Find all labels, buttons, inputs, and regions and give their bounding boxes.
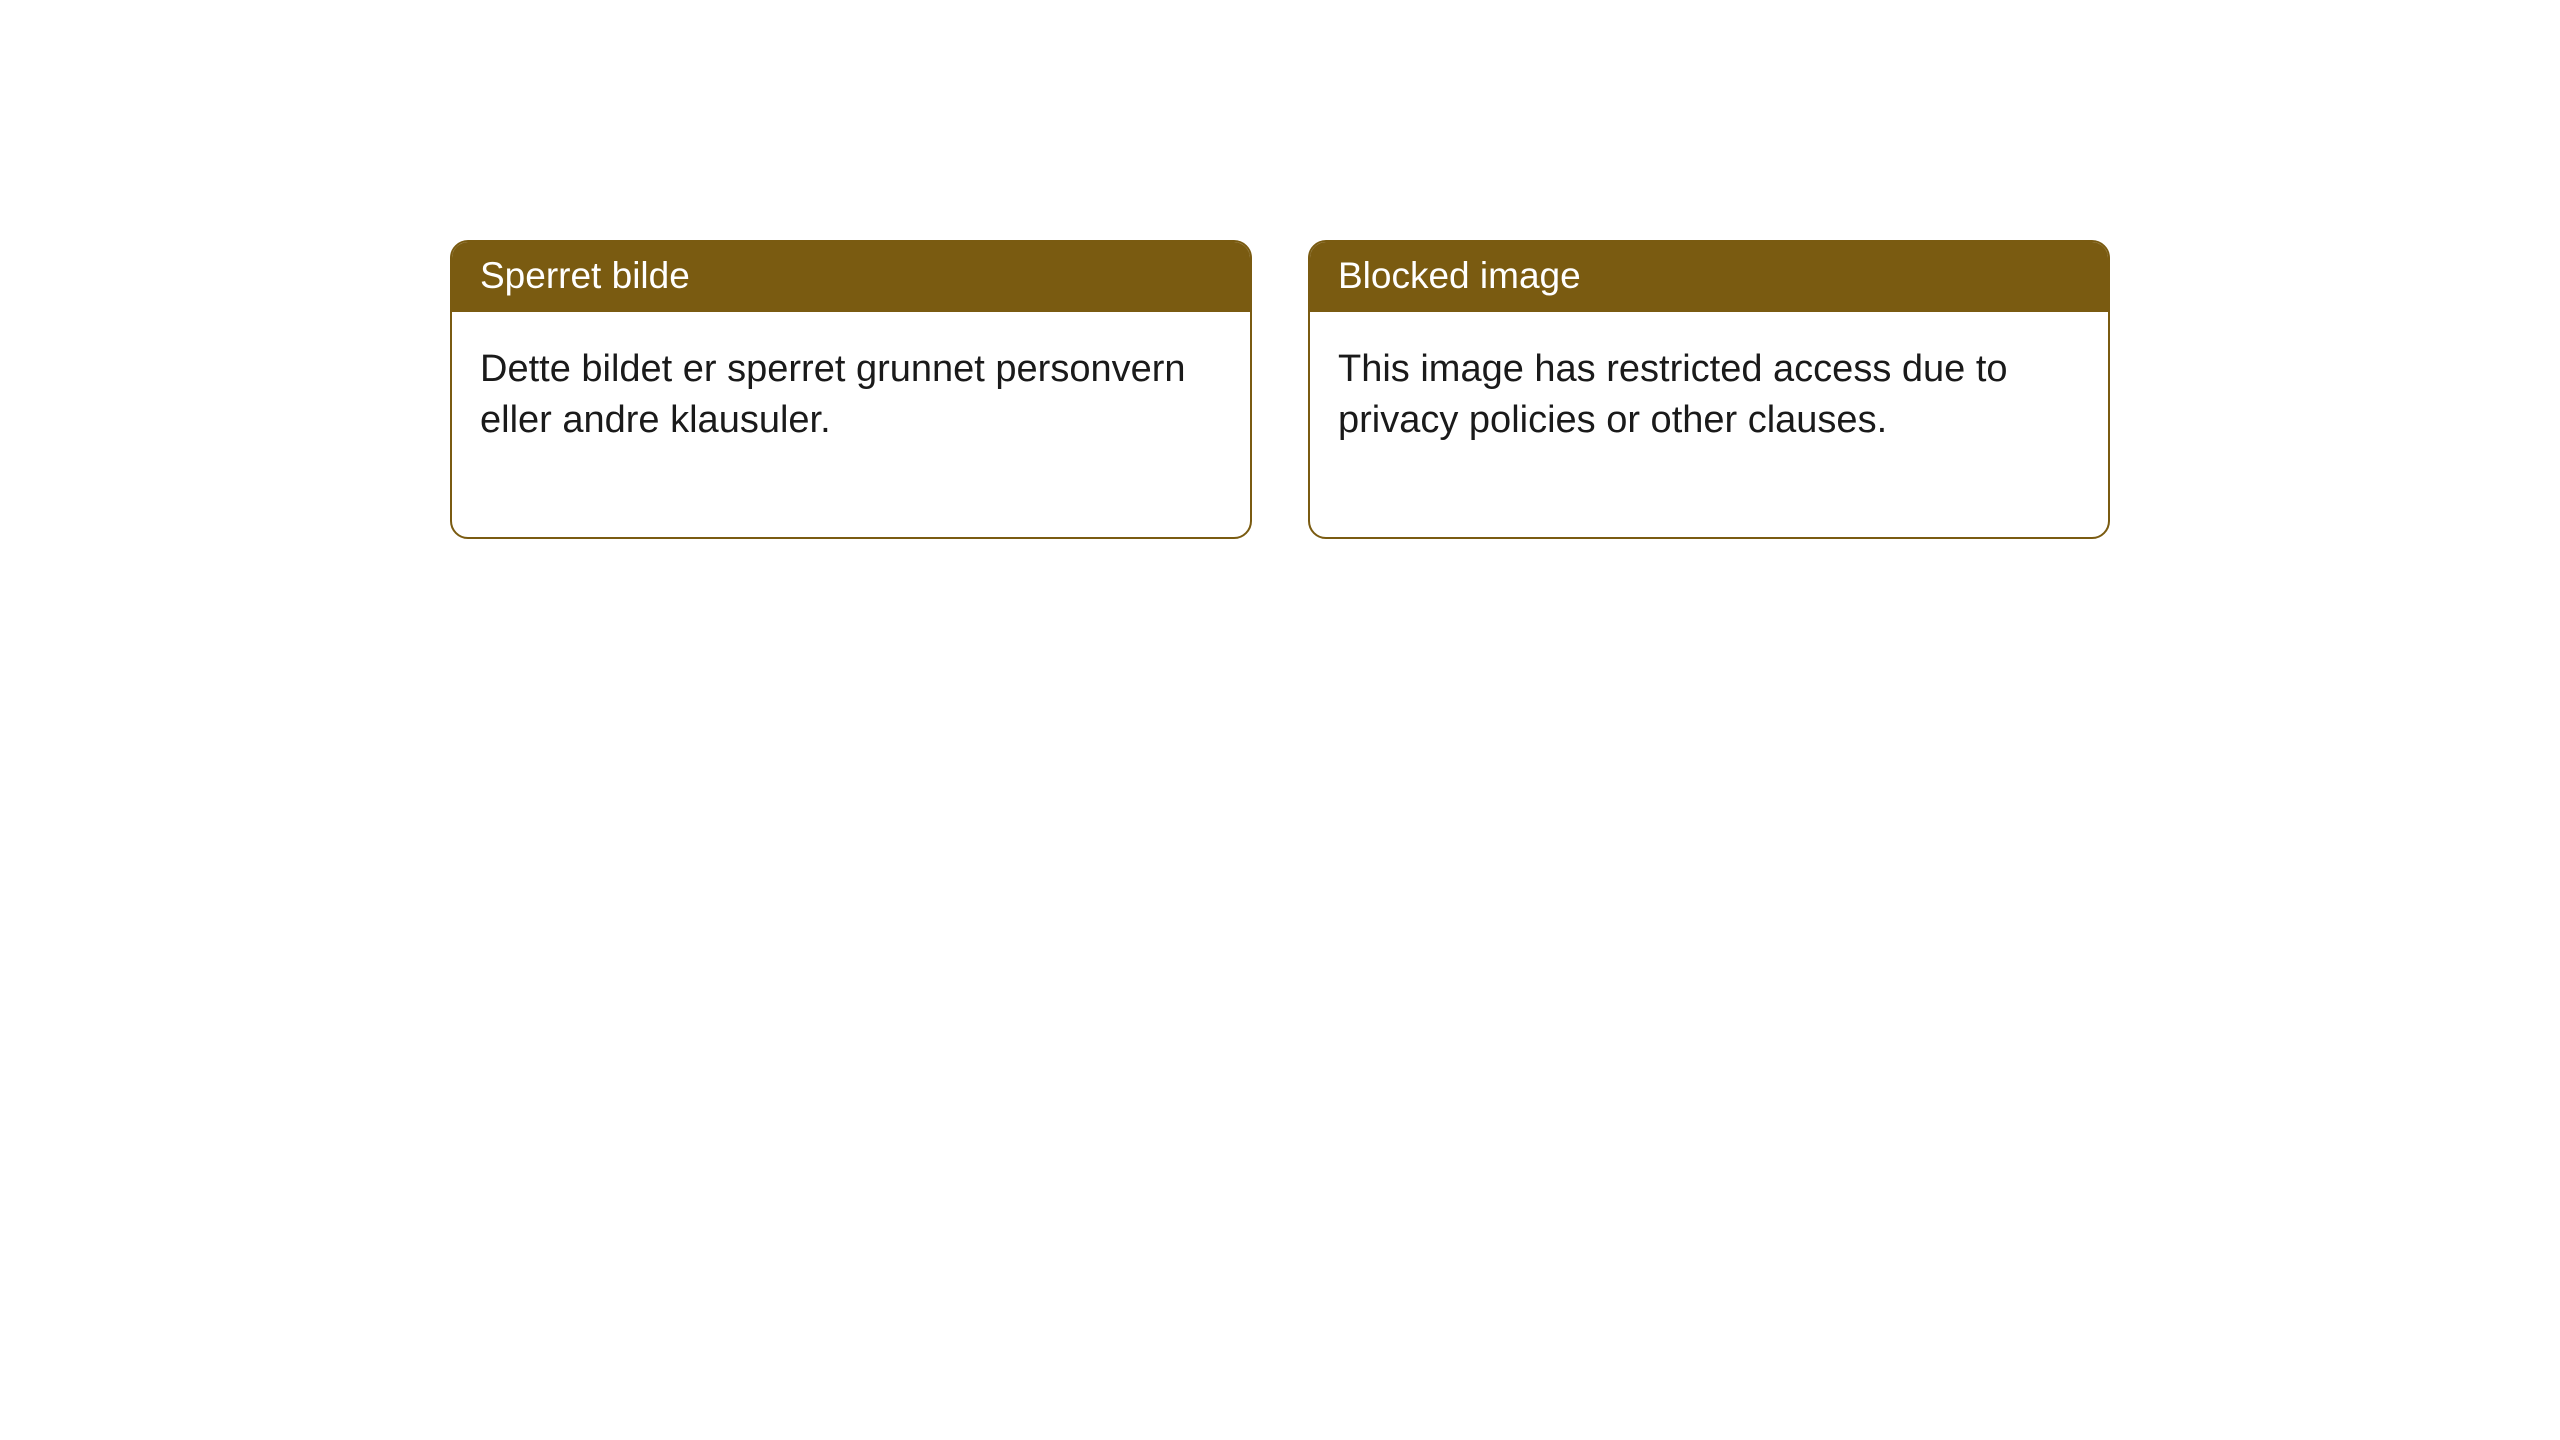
card-header: Blocked image [1310,242,2108,312]
info-card-norwegian: Sperret bilde Dette bildet er sperret gr… [450,240,1252,539]
card-title: Sperret bilde [480,255,690,296]
card-body: Dette bildet er sperret grunnet personve… [452,312,1250,537]
info-cards-container: Sperret bilde Dette bildet er sperret gr… [450,240,2560,539]
card-body-text: Dette bildet er sperret grunnet personve… [480,348,1186,441]
card-title: Blocked image [1338,255,1581,296]
info-card-english: Blocked image This image has restricted … [1308,240,2110,539]
card-body: This image has restricted access due to … [1310,312,2108,537]
card-body-text: This image has restricted access due to … [1338,348,2008,441]
card-header: Sperret bilde [452,242,1250,312]
